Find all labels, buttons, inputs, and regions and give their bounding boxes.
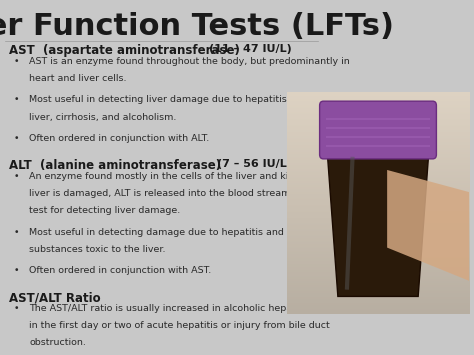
Text: •: • — [13, 95, 19, 104]
Text: test for detecting liver damage.: test for detecting liver damage. — [29, 206, 181, 215]
Text: AST/ALT Ratio: AST/ALT Ratio — [9, 291, 101, 305]
Text: •: • — [13, 134, 19, 143]
Text: The AST/ALT ratio is usually increased in alcoholic hepatitis, cirrhosis, and: The AST/ALT ratio is usually increased i… — [29, 304, 380, 313]
Text: •: • — [13, 266, 19, 275]
Text: Most useful in detecting damage due to hepatitis and drugs or other: Most useful in detecting damage due to h… — [29, 228, 355, 236]
Text: Often ordered in conjunction with ALT.: Often ordered in conjunction with ALT. — [29, 134, 210, 143]
Text: (7 – 56 IU/L): (7 – 56 IU/L) — [217, 159, 292, 169]
Text: heart and liver cells.: heart and liver cells. — [29, 74, 127, 83]
Text: An enzyme found mostly in the cells of the liver and kidney.  When the: An enzyme found mostly in the cells of t… — [29, 172, 366, 181]
Text: •: • — [13, 57, 19, 66]
Text: in the first day or two of acute hepatitis or injury from bile duct: in the first day or two of acute hepatit… — [29, 321, 330, 330]
Text: •: • — [13, 172, 19, 181]
Text: liver is damaged, ALT is released into the blood stream.  ALT is a useful: liver is damaged, ALT is released into t… — [29, 189, 367, 198]
Text: Often ordered in conjunction with AST.: Often ordered in conjunction with AST. — [29, 266, 211, 275]
Text: Most useful in detecting liver damage due to hepatitis, drugs toxic to the: Most useful in detecting liver damage du… — [29, 95, 377, 104]
Text: (11 – 47 IU/L): (11 – 47 IU/L) — [209, 44, 292, 54]
Text: obstruction.: obstruction. — [29, 338, 86, 347]
Text: ALT  (alanine aminotransferase): ALT (alanine aminotransferase) — [9, 159, 222, 173]
Text: •: • — [13, 304, 19, 313]
Text: AST is an enzyme found throughout the body, but predominantly in: AST is an enzyme found throughout the bo… — [29, 57, 350, 66]
FancyBboxPatch shape — [319, 101, 437, 159]
Text: liver, cirrhosis, and alcoholism.: liver, cirrhosis, and alcoholism. — [29, 113, 177, 121]
Polygon shape — [387, 170, 469, 281]
Text: Liver Function Tests (LFTs): Liver Function Tests (LFTs) — [0, 12, 394, 42]
Text: substances toxic to the liver.: substances toxic to the liver. — [29, 245, 166, 253]
Text: AST  (aspartate aminotransferase): AST (aspartate aminotransferase) — [9, 44, 240, 58]
Polygon shape — [327, 148, 429, 296]
Text: •: • — [13, 228, 19, 236]
